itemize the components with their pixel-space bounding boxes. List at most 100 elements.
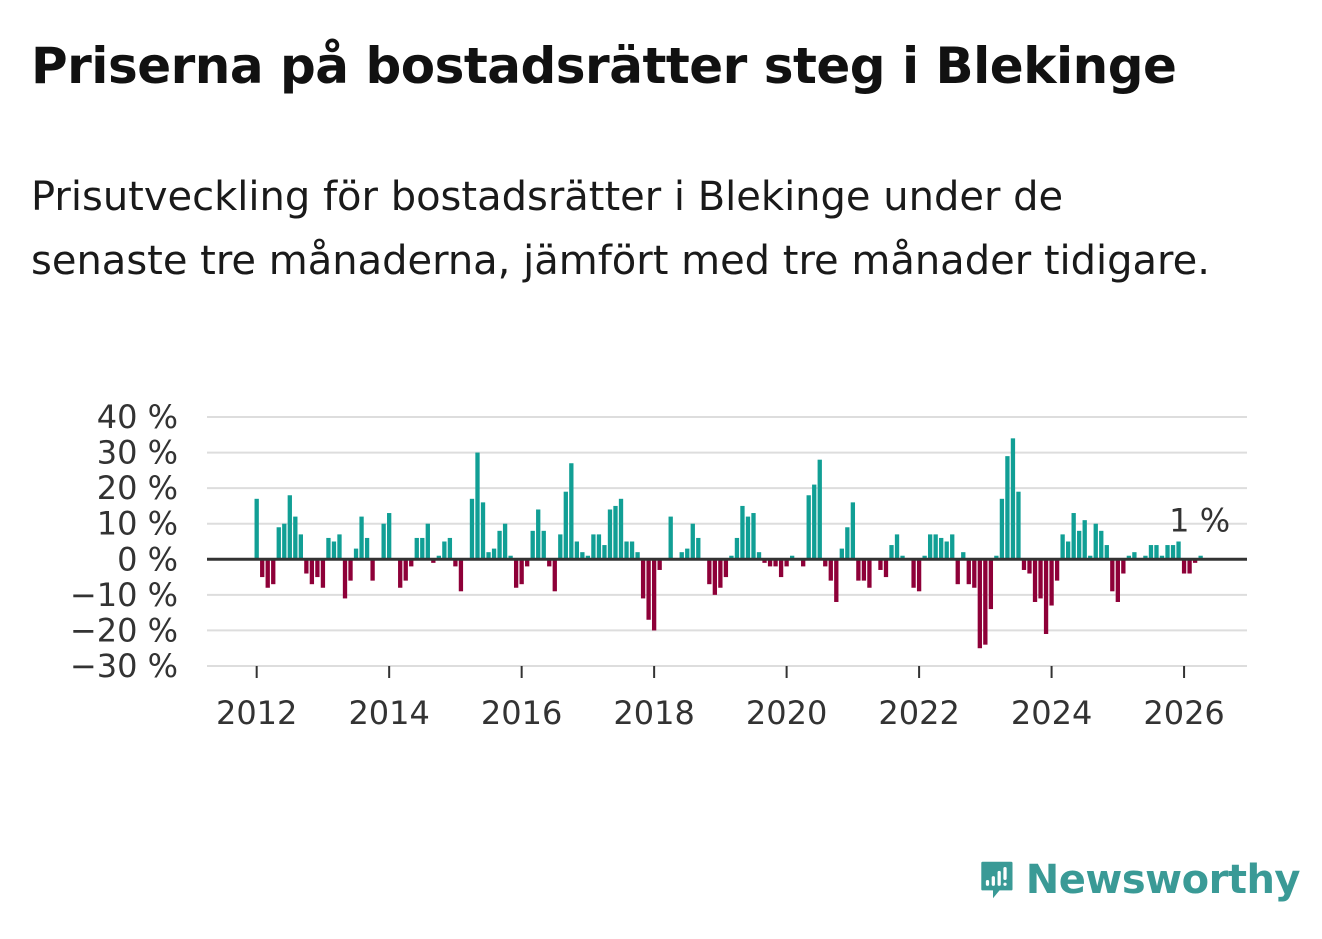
bar <box>254 498 259 560</box>
bar <box>767 559 773 567</box>
x-tick-label: 2014 <box>348 694 429 732</box>
bar <box>1060 534 1065 560</box>
bar <box>966 559 971 585</box>
bar <box>607 509 613 560</box>
bar <box>944 541 949 560</box>
bar <box>751 513 756 560</box>
bar <box>817 459 822 560</box>
bars <box>254 438 1203 649</box>
bar <box>729 555 734 560</box>
bar <box>889 545 894 560</box>
bar <box>806 495 811 560</box>
bar <box>773 559 778 567</box>
bar <box>1165 545 1170 560</box>
bar <box>999 498 1005 560</box>
bar <box>320 559 326 588</box>
bar <box>563 491 568 560</box>
bar <box>1005 456 1010 560</box>
bar <box>845 527 850 560</box>
bar <box>1088 555 1093 560</box>
bar <box>530 530 535 560</box>
bar <box>1192 559 1198 563</box>
bar <box>1159 555 1165 560</box>
y-tick-label: 40 % <box>97 398 178 436</box>
bar <box>536 509 541 560</box>
bar <box>293 516 298 560</box>
bar <box>668 516 673 560</box>
bar <box>1016 491 1021 560</box>
y-tick-label: 0 % <box>117 540 178 578</box>
bar <box>326 537 331 560</box>
bar <box>778 559 784 578</box>
bar <box>1093 523 1098 560</box>
bar <box>955 559 960 585</box>
bar <box>480 502 486 560</box>
bar <box>1115 559 1120 602</box>
bar <box>801 559 806 567</box>
bar <box>1181 559 1187 574</box>
bar <box>1176 541 1181 560</box>
bar <box>624 541 629 560</box>
bar <box>491 548 497 560</box>
bar <box>1082 520 1087 560</box>
bar <box>574 541 580 560</box>
bar <box>596 534 602 560</box>
bar <box>486 552 491 560</box>
bar <box>718 559 723 588</box>
bar <box>513 559 519 588</box>
bar <box>740 505 745 560</box>
bar <box>922 555 927 560</box>
bar <box>1027 559 1032 574</box>
bar <box>271 559 276 585</box>
bar <box>309 559 315 585</box>
newsworthy-logo[interactable]: Newsworthy <box>980 848 1301 912</box>
bar <box>1032 559 1038 602</box>
x-tick-label: 2022 <box>878 694 959 732</box>
bar <box>1077 530 1082 560</box>
bar <box>707 559 712 585</box>
bar <box>734 537 740 560</box>
bar <box>458 559 464 592</box>
bar <box>1071 513 1076 560</box>
bar <box>497 530 502 560</box>
bar <box>1154 545 1159 560</box>
bar <box>265 559 270 588</box>
bar <box>756 552 762 560</box>
bar <box>359 516 364 560</box>
bar <box>1143 555 1148 560</box>
bar <box>370 559 375 581</box>
bar <box>828 559 833 581</box>
bar <box>260 559 265 578</box>
bar <box>276 527 281 560</box>
bar <box>442 541 447 560</box>
x-tick-label: 2024 <box>1011 694 1092 732</box>
bar <box>762 559 767 563</box>
bar <box>580 552 585 560</box>
last-value-annotation: 1 % <box>1169 502 1230 540</box>
bar <box>839 548 844 560</box>
bar <box>1187 559 1192 574</box>
bar <box>387 513 392 560</box>
bar <box>961 552 966 560</box>
bar <box>651 559 657 631</box>
bar <box>602 545 607 560</box>
bar <box>657 559 662 570</box>
bar <box>298 534 303 560</box>
bar <box>1110 559 1115 592</box>
bar <box>342 559 348 599</box>
newsworthy-logo-icon <box>981 861 1013 899</box>
bar <box>972 559 977 588</box>
bar <box>403 559 408 581</box>
bar <box>591 534 596 560</box>
chart-title: Priserna på bostadsrätter steg i Bleking… <box>31 37 1177 95</box>
y-tick-label: −10 % <box>70 576 178 614</box>
bar <box>353 548 359 560</box>
bar <box>988 559 994 610</box>
bar <box>282 523 287 560</box>
bar <box>1099 530 1104 560</box>
logo-text: Newsworthy <box>1025 857 1301 903</box>
bar <box>585 555 591 560</box>
bar <box>1104 545 1109 560</box>
bar <box>425 523 430 560</box>
